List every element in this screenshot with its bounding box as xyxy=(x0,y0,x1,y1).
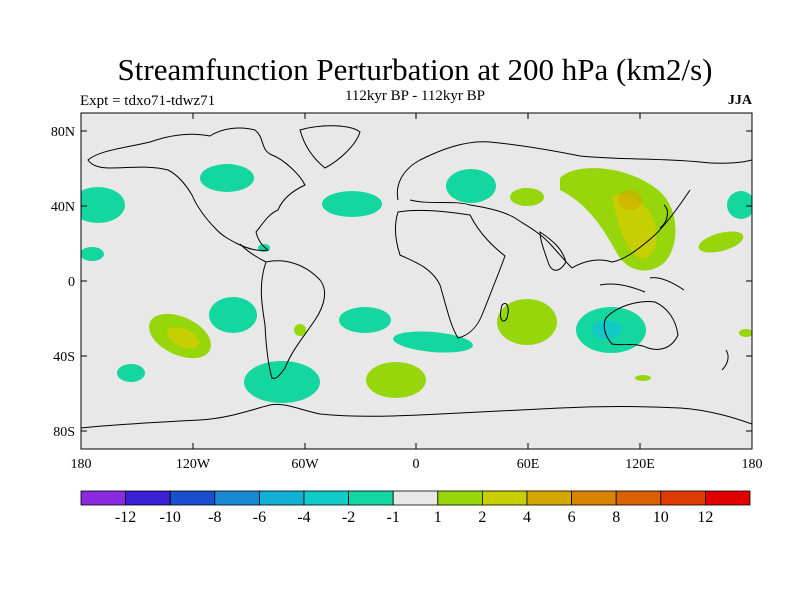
contour-pos xyxy=(698,231,744,253)
contour-pos3 xyxy=(618,190,642,210)
colorbar-label: 1 xyxy=(434,509,442,526)
colorbar-swatch xyxy=(214,490,260,506)
contour-neg2 xyxy=(592,321,622,339)
colorbar-swatch xyxy=(437,490,483,506)
contour-neg xyxy=(446,169,496,203)
colorbar-swatch xyxy=(392,490,439,506)
lon-label: 60E xyxy=(517,457,540,472)
colorbar-label: -6 xyxy=(253,509,266,526)
map-background xyxy=(81,113,752,449)
coast-antarctica xyxy=(81,403,752,429)
colorbar-swatch xyxy=(169,490,216,506)
colorbar-label: 8 xyxy=(612,509,620,526)
contour-pos xyxy=(510,188,544,206)
contour-neg xyxy=(244,361,320,403)
contour-pos xyxy=(497,299,557,345)
contour-neg xyxy=(727,191,752,219)
colorbar-swatch xyxy=(615,490,662,506)
contour-neg xyxy=(117,364,145,382)
lon-label: 180 xyxy=(742,457,763,472)
colorbar-swatch xyxy=(481,490,528,506)
lon-label: 120E xyxy=(625,457,655,472)
colorbar-label: -2 xyxy=(342,509,355,526)
colorbar-label: 6 xyxy=(568,509,576,526)
coast-north-america xyxy=(87,127,306,251)
contour-pos xyxy=(635,375,651,381)
coast-central-america xyxy=(239,243,267,263)
coast-australia xyxy=(603,301,679,350)
colorbar-swatch xyxy=(125,490,171,506)
colorbar-swatch xyxy=(80,490,126,506)
coast-new-zealand xyxy=(721,349,729,371)
page-title: Streamfunction Perturbation at 200 hPa (… xyxy=(117,52,713,87)
contour-pos2 xyxy=(167,327,199,349)
lon-label: 0 xyxy=(413,457,420,472)
lat-tick-marks xyxy=(81,130,752,432)
colorbar-label: 2 xyxy=(478,509,486,526)
contour-pos xyxy=(294,324,306,336)
lat-label: 80N xyxy=(51,125,75,140)
colorbar-label: -12 xyxy=(115,509,136,526)
coast-madagascar xyxy=(500,303,509,322)
colorbar-swatch xyxy=(705,490,751,506)
colorbar-label: -4 xyxy=(297,509,310,526)
lat-label: 80S xyxy=(53,425,75,440)
contour-neg xyxy=(209,297,257,333)
contour-neg xyxy=(393,331,473,353)
colorbar-swatch xyxy=(660,490,706,506)
experiment-label: Expt = tdxo71-tdwz71 xyxy=(80,93,216,109)
colorbar-label: 4 xyxy=(523,509,531,526)
contour-pos2 xyxy=(612,194,657,259)
lon-label: 120W xyxy=(176,457,211,472)
contour-pos xyxy=(366,362,426,398)
colorbar-label: 10 xyxy=(653,509,669,526)
coast-greenland xyxy=(299,125,361,169)
lon-label: 180 xyxy=(71,457,92,472)
lat-label: 0 xyxy=(68,275,75,290)
colorbar: -12 -10 -8 -6 -4 -2 -1 1 2 4 6 8 10 12 xyxy=(80,490,751,526)
colorbar-swatch xyxy=(303,490,349,506)
lat-label: 40S xyxy=(53,350,75,365)
coast-africa xyxy=(395,209,506,339)
coastlines xyxy=(81,125,752,429)
colorbar-label: -8 xyxy=(208,509,221,526)
coast-south-america xyxy=(260,260,326,379)
colorbar-swatch xyxy=(348,490,394,506)
period-label: 112kyr BP - 112kyr BP xyxy=(344,88,485,104)
contour-neg xyxy=(81,247,104,261)
season-label: JJA xyxy=(727,93,752,108)
lon-tick-marks xyxy=(80,113,753,449)
contour-neg xyxy=(322,191,382,217)
colorbar-label: 12 xyxy=(697,509,713,526)
colorbar-swatch xyxy=(526,490,572,506)
colorbar-label: -10 xyxy=(160,509,181,526)
coast-india xyxy=(539,231,567,271)
lat-label: 40N xyxy=(51,200,75,215)
contour-neg xyxy=(81,187,125,223)
coast-se-asia-islands xyxy=(599,277,685,293)
contour-pos xyxy=(739,329,752,337)
colorbar-label: -1 xyxy=(387,509,400,526)
coast-japan xyxy=(659,204,668,229)
colorbar-swatch xyxy=(258,490,305,506)
coast-eurasia xyxy=(396,141,752,269)
colorbar-swatch xyxy=(571,490,617,506)
contour-neg xyxy=(200,164,254,192)
lon-label: 60W xyxy=(291,457,319,472)
contour-fields xyxy=(81,164,752,403)
contour-neg xyxy=(339,307,391,333)
